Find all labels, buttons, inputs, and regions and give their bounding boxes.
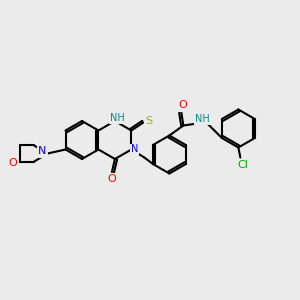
- Text: N: N: [131, 145, 138, 154]
- Text: O: O: [8, 158, 17, 168]
- Text: O: O: [107, 174, 116, 184]
- Text: NH: NH: [110, 113, 124, 123]
- Text: NH: NH: [195, 115, 210, 124]
- Text: S: S: [145, 116, 152, 125]
- Text: Cl: Cl: [237, 160, 248, 170]
- Text: O: O: [178, 100, 187, 110]
- Text: N: N: [38, 146, 47, 157]
